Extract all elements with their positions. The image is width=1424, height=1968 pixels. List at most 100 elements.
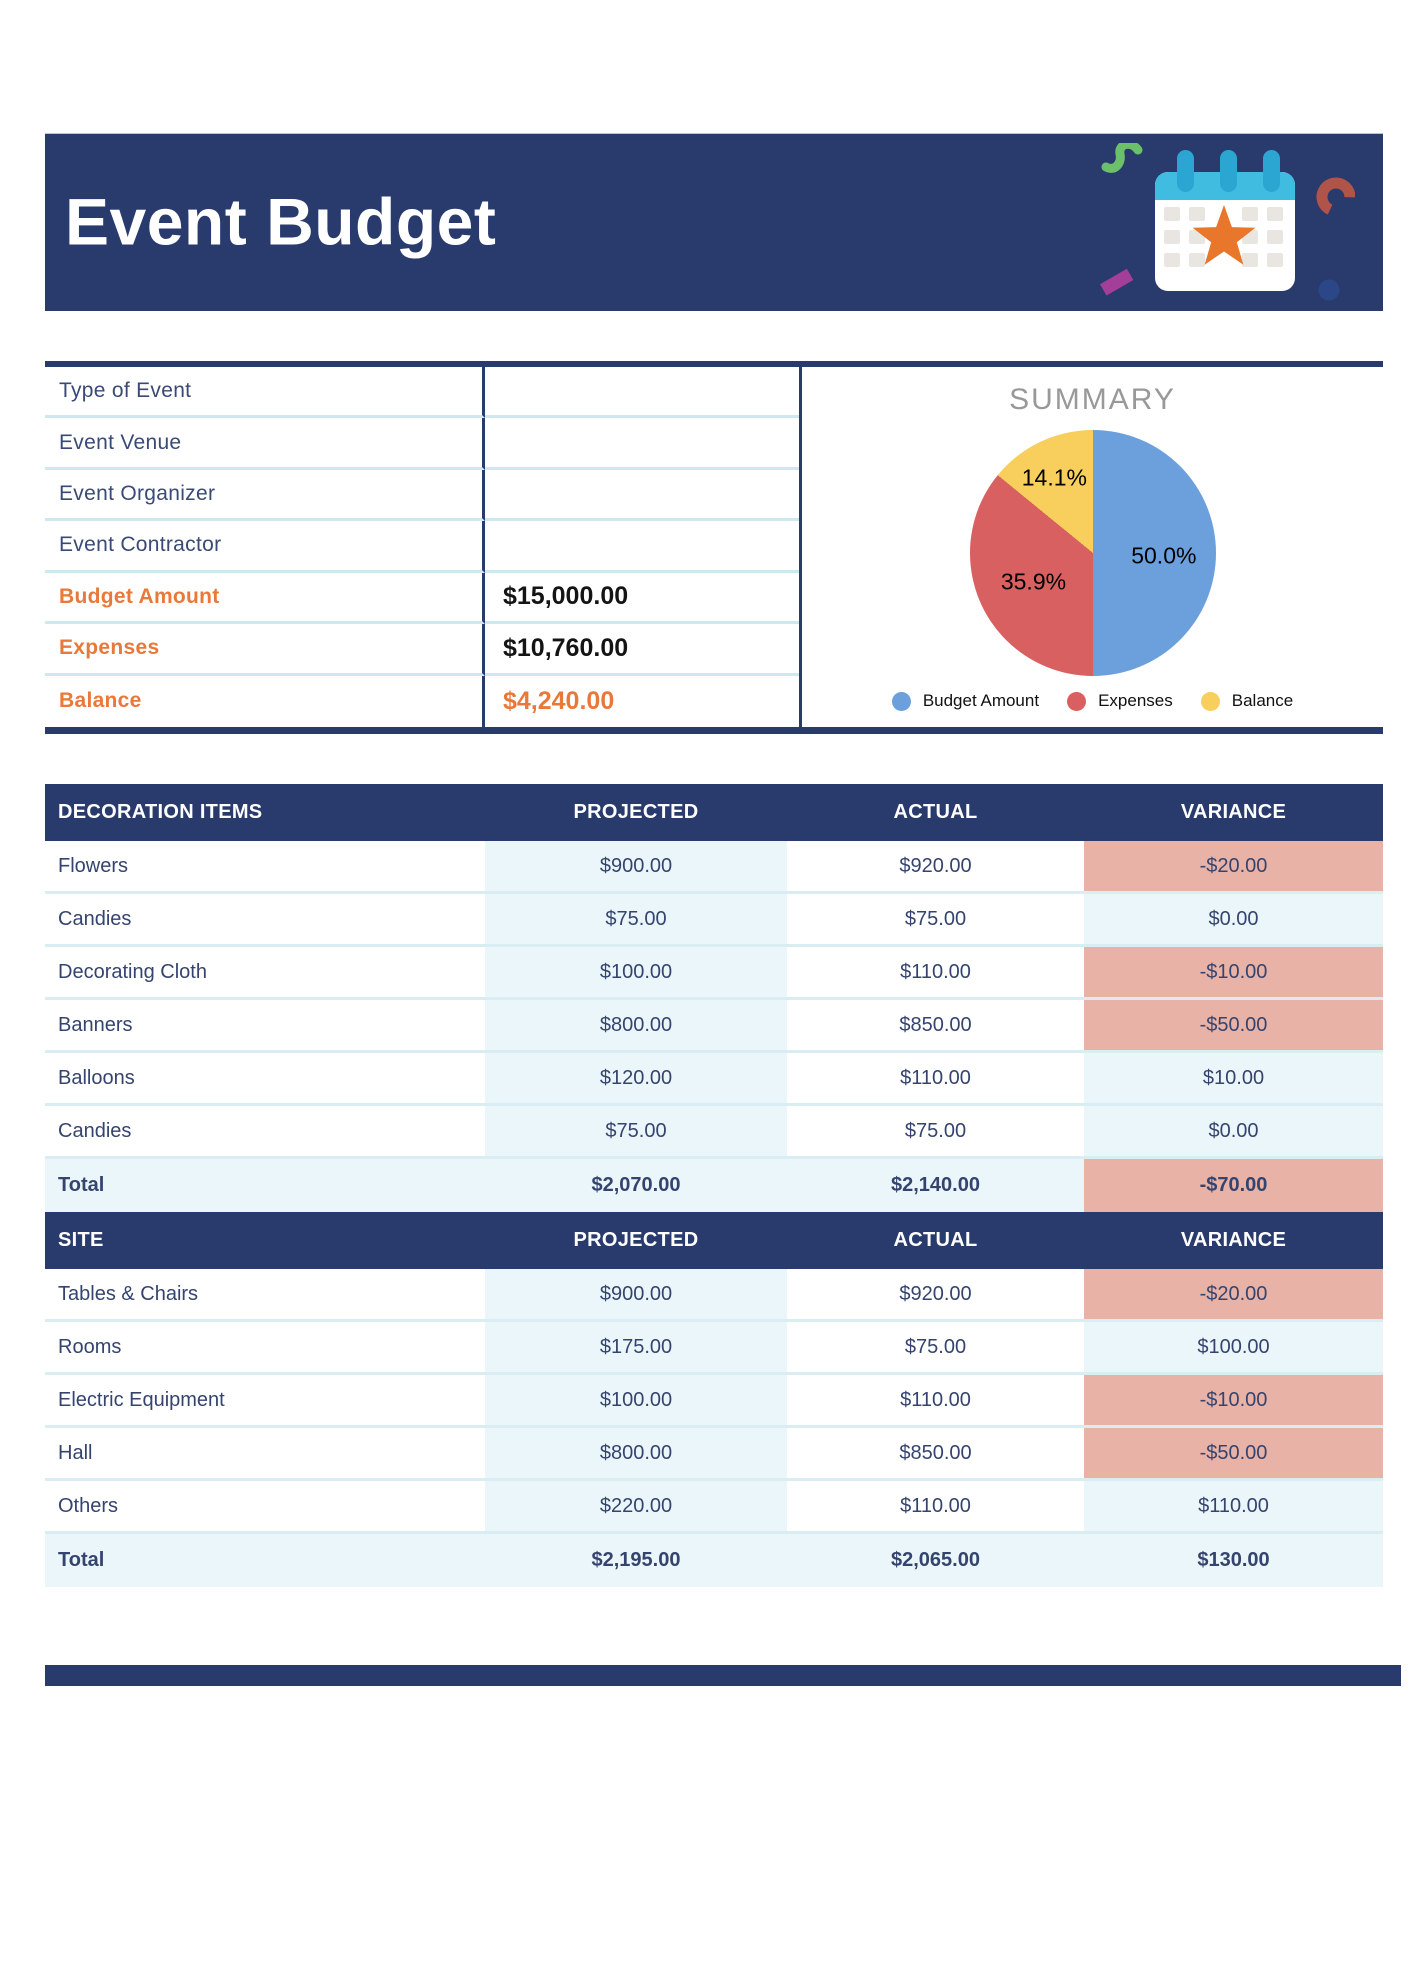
pie-chart: 50.0% 35.9% 14.1% xyxy=(969,430,1216,676)
actual-cell: $75.00 xyxy=(787,1322,1084,1372)
item-cell: Rooms xyxy=(45,1322,485,1372)
info-value-balance[interactable]: $4,240.00 xyxy=(485,675,799,727)
actual-cell: $75.00 xyxy=(787,894,1084,944)
projected-cell: $120.00 xyxy=(485,1053,787,1103)
total-row: Total $2,070.00 $2,140.00 -$70.00 xyxy=(45,1159,1383,1212)
star-icon xyxy=(1192,205,1256,265)
variance-cell: -$50.00 xyxy=(1084,1000,1383,1050)
column-header-projected: PROJECTED xyxy=(573,801,699,823)
info-label-expenses: Expenses xyxy=(45,624,485,676)
item-cell: Banners xyxy=(45,1000,485,1050)
event-info-table: Type of Event Event Venue Event Organize… xyxy=(45,367,802,727)
total-actual-cell: $2,140.00 xyxy=(787,1159,1084,1212)
column-header-variance: VARIANCE xyxy=(1180,1229,1287,1251)
item-cell: Others xyxy=(45,1481,485,1531)
confetti-dot-icon xyxy=(1318,279,1340,301)
table-header-row: SITE PROJECTED ACTUAL VARIANCE xyxy=(45,1212,1383,1269)
variance-cell: -$10.00 xyxy=(1084,1375,1383,1425)
variance-cell: $10.00 xyxy=(1084,1053,1383,1103)
variance-cell: -$20.00 xyxy=(1084,1269,1383,1319)
total-projected-cell: $2,070.00 xyxy=(485,1159,787,1212)
table-row: Electric Equipment $100.00 $110.00 -$10.… xyxy=(45,1375,1383,1428)
page-title: Event Budget xyxy=(65,183,497,258)
info-value-event-organizer[interactable] xyxy=(485,469,799,522)
table-row: Tables & Chairs $900.00 $920.00 -$20.00 xyxy=(45,1269,1383,1322)
table-header-row: DECORATION ITEMS PROJECTED ACTUAL VARIAN… xyxy=(45,784,1383,841)
variance-cell: $0.00 xyxy=(1084,894,1383,944)
column-header-actual: ACTUAL xyxy=(893,801,978,823)
table-row: Banners $800.00 $850.00 -$50.00 xyxy=(45,1000,1383,1053)
table-row: Flowers $900.00 $920.00 -$20.00 xyxy=(45,841,1383,894)
projected-cell: $220.00 xyxy=(485,1481,787,1531)
table-row: Candies $75.00 $75.00 $0.00 xyxy=(45,1106,1383,1159)
chart-title: SUMMARY xyxy=(1009,383,1176,416)
info-label-budget-amount: Budget Amount xyxy=(45,572,485,625)
variance-cell: -$10.00 xyxy=(1084,947,1383,997)
actual-cell: $110.00 xyxy=(787,1053,1084,1103)
projected-cell: $175.00 xyxy=(485,1322,787,1372)
info-value-expenses[interactable]: $10,760.00 xyxy=(485,624,799,676)
header-banner: Event Budget xyxy=(45,133,1383,311)
info-label-type-of-event: Type of Event xyxy=(45,367,485,419)
table-row: Rooms $175.00 $75.00 $100.00 xyxy=(45,1322,1383,1375)
pie-slice-label-balance: 14.1% xyxy=(1021,464,1087,491)
item-cell: Hall xyxy=(45,1428,485,1478)
projected-cell: $100.00 xyxy=(485,947,787,997)
variance-cell: -$20.00 xyxy=(1084,841,1383,891)
info-label-event-venue: Event Venue xyxy=(45,418,485,470)
table-row: Decorating Cloth $100.00 $110.00 -$10.00 xyxy=(45,947,1383,1000)
table-row: Candies $75.00 $75.00 $0.00 xyxy=(45,894,1383,947)
total-row: Total $2,195.00 $2,065.00 $130.00 xyxy=(45,1534,1383,1587)
table-row: Hall $800.00 $850.00 -$50.00 xyxy=(45,1428,1383,1481)
legend-label: Budget Amount xyxy=(922,691,1040,710)
column-header-projected: PROJECTED xyxy=(573,1229,699,1251)
actual-cell: $920.00 xyxy=(787,1269,1084,1319)
summary-chart-panel: SUMMARY 50.0% 35.9% 14.1% Budget Amount … xyxy=(802,367,1383,727)
actual-cell: $110.00 xyxy=(787,947,1084,997)
projected-cell: $100.00 xyxy=(485,1375,787,1425)
item-cell: Candies xyxy=(45,894,485,944)
item-cell: Electric Equipment xyxy=(45,1375,485,1425)
column-header-title: DECORATION ITEMS xyxy=(58,801,263,823)
info-label-event-contractor: Event Contractor xyxy=(45,521,485,573)
actual-cell: $110.00 xyxy=(787,1375,1084,1425)
item-cell: Candies xyxy=(45,1106,485,1156)
total-label-cell: Total xyxy=(45,1159,485,1212)
pie-slice-label-budget: 50.0% xyxy=(1131,542,1197,569)
info-value-type-of-event[interactable] xyxy=(485,367,799,419)
info-value-budget-amount[interactable]: $15,000.00 xyxy=(485,572,799,625)
table-row: Balloons $120.00 $110.00 $10.00 xyxy=(45,1053,1383,1106)
projected-cell: $900.00 xyxy=(485,1269,787,1319)
info-label-event-organizer: Event Organizer xyxy=(45,469,485,522)
summary-section: Type of Event Event Venue Event Organize… xyxy=(45,361,1383,734)
legend-label: Balance xyxy=(1231,691,1294,710)
actual-cell: $75.00 xyxy=(787,1106,1084,1156)
variance-cell: -$50.00 xyxy=(1084,1428,1383,1478)
actual-cell: $920.00 xyxy=(787,841,1084,891)
item-cell: Tables & Chairs xyxy=(45,1269,485,1319)
confetti-squiggle-icon xyxy=(1101,143,1143,173)
projected-cell: $75.00 xyxy=(485,1106,787,1156)
projected-cell: $75.00 xyxy=(485,894,787,944)
total-variance-cell: -$70.00 xyxy=(1084,1159,1383,1212)
legend-dot-blue-icon xyxy=(891,691,911,711)
total-label-cell: Total xyxy=(45,1534,485,1587)
info-value-event-venue[interactable] xyxy=(485,418,799,470)
site-table: SITE PROJECTED ACTUAL VARIANCE Tables & … xyxy=(45,1212,1383,1587)
total-variance-cell: $130.00 xyxy=(1084,1534,1383,1587)
actual-cell: $850.00 xyxy=(787,1428,1084,1478)
confetti-rectangle-icon xyxy=(1100,268,1134,296)
chart-legend: Budget Amount Expenses Balance xyxy=(802,691,1383,711)
legend-label: Expenses xyxy=(1098,691,1173,710)
projected-cell: $800.00 xyxy=(485,1428,787,1478)
info-label-balance: Balance xyxy=(45,675,485,727)
variance-cell: $110.00 xyxy=(1084,1481,1383,1531)
decoration-items-table: DECORATION ITEMS PROJECTED ACTUAL VARIAN… xyxy=(45,784,1383,1212)
variance-cell: $0.00 xyxy=(1084,1106,1383,1156)
total-projected-cell: $2,195.00 xyxy=(485,1534,787,1587)
item-cell: Flowers xyxy=(45,841,485,891)
item-cell: Balloons xyxy=(45,1053,485,1103)
calendar-star-icon xyxy=(1100,143,1355,301)
info-value-event-contractor[interactable] xyxy=(485,521,799,573)
projected-cell: $900.00 xyxy=(485,841,787,891)
